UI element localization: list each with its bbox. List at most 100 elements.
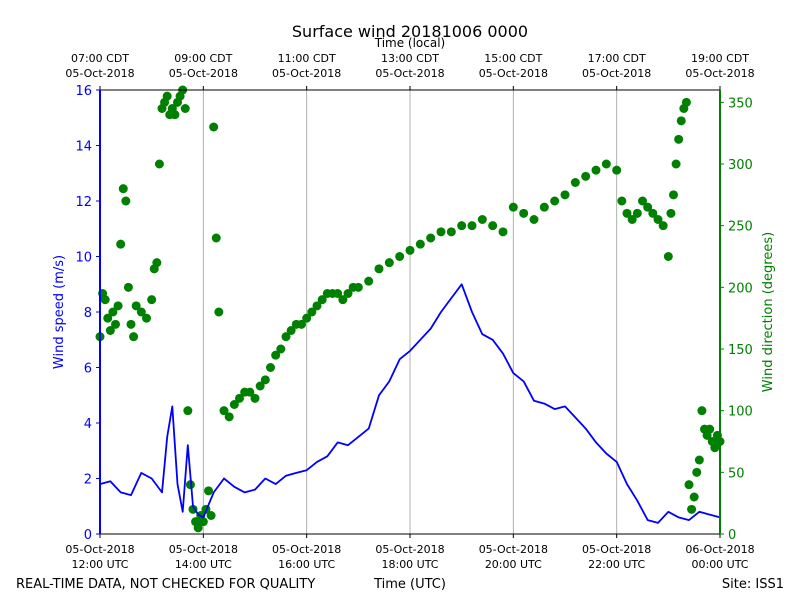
direction-point xyxy=(488,221,498,231)
right-tick-label: 200 xyxy=(728,281,753,296)
speed-line xyxy=(99,283,721,524)
right-tick-label: 150 xyxy=(728,343,753,358)
grid-lines xyxy=(202,90,618,534)
direction-point xyxy=(154,159,164,169)
right-tick-label: 250 xyxy=(728,220,753,235)
right-axis-label: Wind direction (degrees) xyxy=(761,232,776,392)
direction-point xyxy=(689,492,699,502)
site-label: Site: ISS1 xyxy=(722,577,784,592)
bottom-tick-time: 22:00 UTC xyxy=(588,558,645,571)
bottom-tick-time: 00:00 UTC xyxy=(691,558,748,571)
direction-point xyxy=(152,258,162,268)
bottom-tick-date: 05-Oct-2018 xyxy=(582,543,651,556)
ticks: 05-Oct-2018 12:00 UTC 05-Oct-2018 14:00 UTC… xyxy=(65,52,754,571)
direction-series xyxy=(95,85,725,533)
direction-point xyxy=(333,289,343,298)
direction-point xyxy=(508,202,518,212)
direction-point xyxy=(601,159,611,169)
direction-point xyxy=(170,110,180,120)
direction-point xyxy=(100,295,110,305)
direction-point xyxy=(116,239,126,249)
direction-point xyxy=(632,208,642,218)
direction-point xyxy=(687,504,697,514)
direction-point xyxy=(638,196,647,206)
top-tick-date: 05-Oct-2018 xyxy=(169,67,238,80)
direction-point xyxy=(266,363,275,372)
direction-point xyxy=(142,313,151,323)
left-tick-label: 10 xyxy=(75,251,92,266)
direction-point xyxy=(206,511,216,520)
top-tick-date: 05-Oct-2018 xyxy=(272,67,341,80)
direction-point xyxy=(204,486,213,496)
direction-point xyxy=(648,208,658,218)
bottom-axis-label: Time (UTC) xyxy=(373,577,446,592)
right-tick-label: 300 xyxy=(728,158,753,173)
direction-point xyxy=(676,116,686,126)
direction-point xyxy=(224,412,234,422)
direction-point xyxy=(129,332,139,342)
direction-point xyxy=(684,480,694,490)
direction-point xyxy=(477,215,487,224)
direction-point xyxy=(286,326,296,335)
direction-point xyxy=(446,227,456,237)
top-axis-label: Time (local) xyxy=(374,36,446,50)
top-tick-date: 05-Oct-2018 xyxy=(582,67,651,80)
direction-point xyxy=(111,319,120,329)
direction-point xyxy=(235,393,244,403)
left-tick-label: 0 xyxy=(84,528,92,543)
direction-point xyxy=(162,91,172,101)
direction-point xyxy=(697,406,707,416)
left-axis-label: Wind speed (m/s) xyxy=(52,255,67,369)
left-tick-label: 12 xyxy=(75,195,92,210)
direction-point xyxy=(131,301,141,311)
direction-point xyxy=(426,233,436,243)
right-tick-label: 50 xyxy=(728,466,745,481)
top-tick-date: 05-Oct-2018 xyxy=(375,67,444,80)
direction-point xyxy=(136,307,146,317)
direction-point xyxy=(317,295,327,305)
direction-point xyxy=(658,221,668,231)
bottom-tick-date: 05-Oct-2018 xyxy=(65,543,134,556)
direction-point xyxy=(570,178,580,187)
direction-point xyxy=(643,202,653,212)
direction-point xyxy=(209,122,219,132)
top-tick-time: 19:00 CDT xyxy=(691,52,749,65)
direction-point xyxy=(627,215,637,224)
direction-point xyxy=(591,165,601,175)
left-tick-label: 6 xyxy=(84,362,92,377)
direction-point xyxy=(121,196,131,206)
right-tick-label: 100 xyxy=(728,405,753,420)
bottom-tick-date: 05-Oct-2018 xyxy=(479,543,548,556)
direction-point xyxy=(581,171,591,181)
direction-point xyxy=(118,184,128,194)
top-tick-time: 15:00 CDT xyxy=(484,52,542,65)
direction-point xyxy=(681,97,691,107)
direction-point xyxy=(229,400,239,409)
direction-point xyxy=(671,159,681,169)
right-tick-label: 350 xyxy=(728,96,753,111)
bottom-tick-time: 14:00 UTC xyxy=(175,558,232,571)
left-tick-label: 16 xyxy=(75,84,92,99)
direction-point xyxy=(395,252,405,261)
direction-point xyxy=(692,467,702,477)
direction-point xyxy=(255,381,265,391)
direction-point xyxy=(710,443,720,453)
bottom-tick-time: 20:00 UTC xyxy=(485,558,542,571)
direction-point xyxy=(612,165,622,175)
direction-point xyxy=(260,375,270,385)
bottom-tick-time: 18:00 UTC xyxy=(381,558,438,571)
top-tick-time: 13:00 CDT xyxy=(381,52,439,65)
direction-point xyxy=(103,313,113,323)
direction-point xyxy=(338,295,348,305)
direction-point xyxy=(113,301,123,311)
direction-point xyxy=(302,313,312,323)
direction-point xyxy=(519,208,529,218)
direction-point xyxy=(653,215,663,224)
bottom-tick-date: 05-Oct-2018 xyxy=(375,543,444,556)
direction-point xyxy=(250,393,260,403)
direction-point xyxy=(405,245,415,255)
top-tick-date: 05-Oct-2018 xyxy=(65,67,134,80)
left-tick-label: 2 xyxy=(84,473,92,488)
